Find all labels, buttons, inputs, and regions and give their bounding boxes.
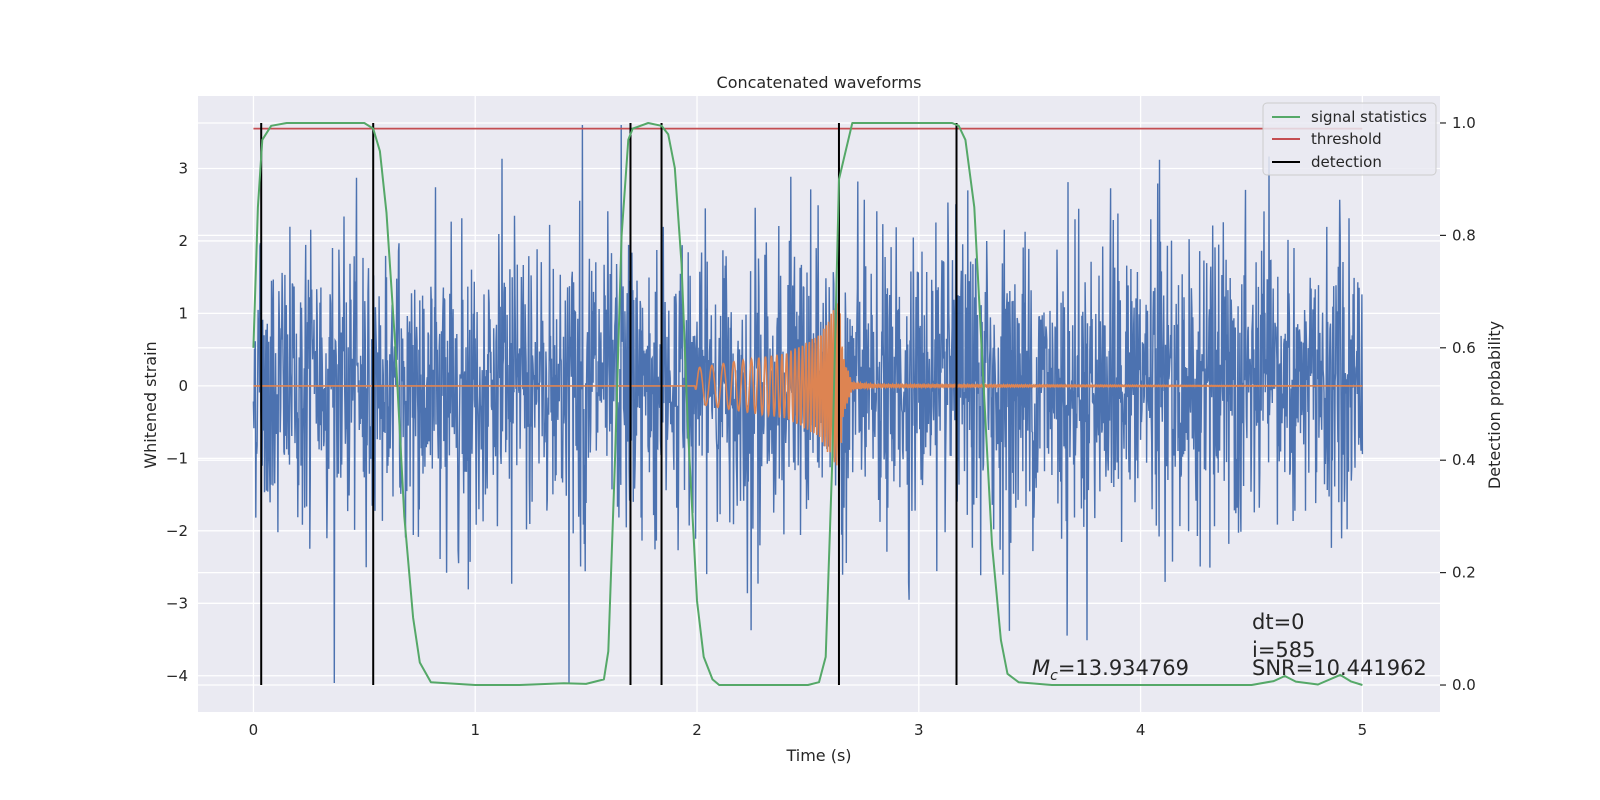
y2-tick-label: 0.8 (1452, 226, 1476, 244)
y-tick-label: 1 (178, 304, 188, 322)
legend: signal statistics threshold detection (1262, 102, 1437, 176)
strain-trace (252, 124, 1364, 684)
strain-series-layer (252, 124, 1364, 684)
y2-tick-label: 0.0 (1452, 676, 1476, 694)
chirp-mass-value: =13.934769 (1058, 656, 1189, 680)
annotation-chirp-mass: Mc=13.934769 (1032, 656, 1189, 684)
x-tick-label: 0 (249, 721, 259, 739)
y-tick-label: 2 (178, 232, 188, 250)
y2-tick-label: 0.2 (1452, 564, 1476, 582)
template-trace (253, 303, 1363, 472)
y-tick-label: −2 (166, 522, 188, 540)
y2-axis-title: Detection probability (1485, 321, 1504, 489)
y2-tick-label: 0.6 (1452, 339, 1476, 357)
annotation-snr: SNR=10.441962 (1252, 656, 1427, 680)
annotation-i: i=585 (1252, 638, 1316, 662)
y-tick-label: 0 (178, 377, 188, 395)
legend-label-signal-statistics: signal statistics (1311, 108, 1427, 126)
y2-tick-label: 0.4 (1452, 451, 1476, 469)
x-tick-label: 3 (914, 721, 924, 739)
y-tick-label: −3 (166, 594, 188, 612)
y-tick-label: 3 (178, 159, 188, 177)
chirp-mass-symbol: M (1032, 656, 1050, 680)
y-tick-label: −4 (166, 667, 188, 685)
y-axis-title: Whitened strain (141, 341, 160, 468)
template-series-layer (253, 303, 1363, 472)
x-tick-label: 4 (1136, 721, 1146, 739)
x-tick-label: 1 (470, 721, 480, 739)
legend-label-threshold: threshold (1311, 130, 1382, 148)
y-tick-label: −1 (166, 449, 188, 467)
x-tick-label: 5 (1358, 721, 1368, 739)
signal-statistics-line (252, 122, 1363, 686)
y2-tick-label: 1.0 (1452, 114, 1476, 132)
legend-label-detection: detection (1311, 153, 1382, 171)
legend-box (1262, 102, 1437, 176)
x-tick-label: 2 (692, 721, 702, 739)
tick-label-layer: 0 1 2 3 4 5 −4 −3 −2 −1 0 1 2 3 0.0 0.2 0.4 0.6 0.8 1.0 (166, 114, 1476, 739)
probability-series-layer (252, 122, 1363, 686)
annotation-dt: dt=0 (1252, 610, 1305, 634)
chirp-mass-subscript: c (1050, 668, 1058, 684)
x-axis-title: Time (s) (785, 746, 851, 765)
chart-title: Concatenated waveforms (717, 73, 922, 92)
